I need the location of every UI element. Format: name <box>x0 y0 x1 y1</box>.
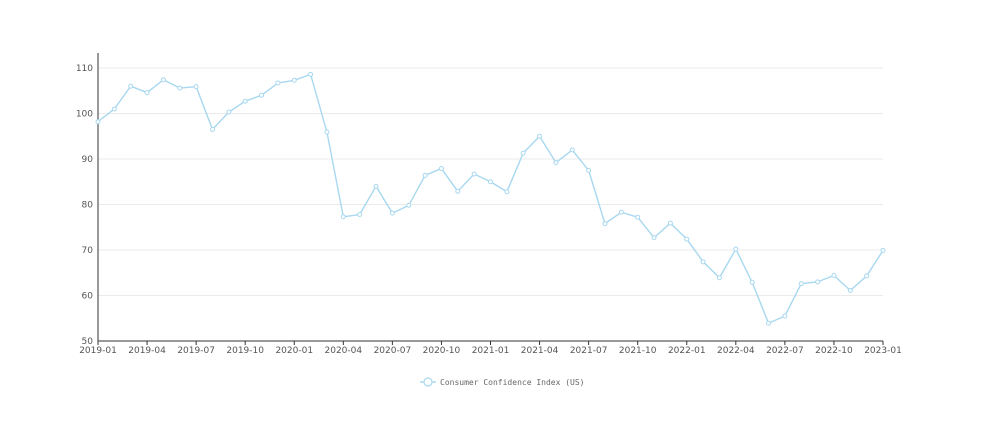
data-point[interactable] <box>275 80 281 86</box>
y-tick-label: 110 <box>76 64 93 74</box>
data-point[interactable] <box>798 281 804 287</box>
data-point[interactable] <box>177 85 183 91</box>
data-point[interactable] <box>471 171 477 177</box>
data-point[interactable] <box>569 147 575 153</box>
data-point[interactable] <box>520 150 526 156</box>
data-point[interactable] <box>488 179 493 185</box>
y-tick-label: 50 <box>82 337 94 347</box>
data-point[interactable] <box>537 133 543 139</box>
x-tick-label: 2023-01 <box>864 346 902 356</box>
y-axis-tick-labels: 50 60 70 80 90 100 110 <box>76 64 93 347</box>
legend-label[interactable]: Consumer Confidence Index (US) <box>440 378 585 387</box>
data-point[interactable] <box>733 246 739 252</box>
data-point[interactable] <box>373 183 379 189</box>
data-point[interactable] <box>95 119 101 125</box>
data-point[interactable] <box>553 160 559 166</box>
x-tick-label: 2020-10 <box>423 346 461 356</box>
x-tick-label: 2022-01 <box>668 346 706 356</box>
data-point[interactable] <box>815 279 821 285</box>
data-point[interactable] <box>700 259 706 265</box>
data-point[interactable] <box>242 98 248 104</box>
data-point[interactable] <box>111 106 117 112</box>
data-point[interactable] <box>340 214 346 220</box>
data-point[interactable] <box>782 313 788 319</box>
y-tick-label: 100 <box>76 110 93 120</box>
legend[interactable]: Consumer Confidence Index (US) <box>420 377 585 387</box>
data-point[interactable] <box>128 83 134 89</box>
x-tick-label: 2020-07 <box>374 346 412 356</box>
data-point[interactable] <box>324 129 330 135</box>
x-tick-label: 2019-10 <box>226 346 264 356</box>
data-point[interactable] <box>455 188 461 194</box>
data-point[interactable] <box>618 209 624 215</box>
x-tick-label: 2022-04 <box>717 346 755 356</box>
x-tick-label: 2019-07 <box>177 346 215 356</box>
data-point[interactable] <box>766 320 772 326</box>
data-point[interactable] <box>291 77 297 83</box>
y-tick-label: 90 <box>82 155 94 165</box>
x-tick-label: 2019-01 <box>79 346 117 356</box>
data-point[interactable] <box>209 126 215 132</box>
data-point[interactable] <box>193 84 199 90</box>
data-point[interactable] <box>144 90 150 96</box>
data-point[interactable] <box>864 273 870 279</box>
x-tick-label: 2021-10 <box>619 346 657 356</box>
series-layer <box>95 71 886 326</box>
x-tick-label: 2021-07 <box>570 346 608 356</box>
data-point[interactable] <box>586 167 592 173</box>
data-point[interactable] <box>667 220 673 226</box>
legend-swatch-marker <box>423 377 433 387</box>
data-point[interactable] <box>635 214 641 220</box>
series-line <box>97 73 884 324</box>
x-tick-label: 2022-10 <box>815 346 853 356</box>
data-point[interactable] <box>259 92 265 98</box>
data-point[interactable] <box>880 247 886 253</box>
x-tick-label: 2020-01 <box>275 346 313 356</box>
data-point[interactable] <box>602 221 608 227</box>
data-point[interactable] <box>389 210 395 216</box>
data-point[interactable] <box>160 77 166 83</box>
data-point[interactable] <box>504 189 510 195</box>
data-point[interactable] <box>651 235 657 241</box>
data-point[interactable] <box>308 71 314 77</box>
y-tick-label: 80 <box>82 201 94 211</box>
data-point[interactable] <box>847 287 853 293</box>
x-tick-label: 2020-04 <box>325 346 363 356</box>
x-tick-label: 2021-04 <box>521 346 559 356</box>
data-point[interactable] <box>684 236 690 242</box>
y-tick-label: 70 <box>82 246 94 256</box>
data-point[interactable] <box>716 275 722 281</box>
data-point[interactable] <box>422 172 428 178</box>
axes <box>97 53 884 345</box>
data-point[interactable] <box>406 202 412 208</box>
y-tick-label: 60 <box>82 292 94 302</box>
x-tick-label: 2022-07 <box>766 346 804 356</box>
data-point[interactable] <box>749 279 755 285</box>
x-tick-label: 2021-01 <box>472 346 510 356</box>
data-point[interactable] <box>226 109 232 115</box>
data-point[interactable] <box>438 166 444 172</box>
data-point[interactable] <box>357 212 363 218</box>
x-tick-label: 2019-04 <box>128 346 166 356</box>
x-axis-tick-labels: 2019-01 2019-04 2019-07 2019-10 2020-01 2020-… <box>79 346 902 356</box>
data-point[interactable] <box>831 272 837 278</box>
